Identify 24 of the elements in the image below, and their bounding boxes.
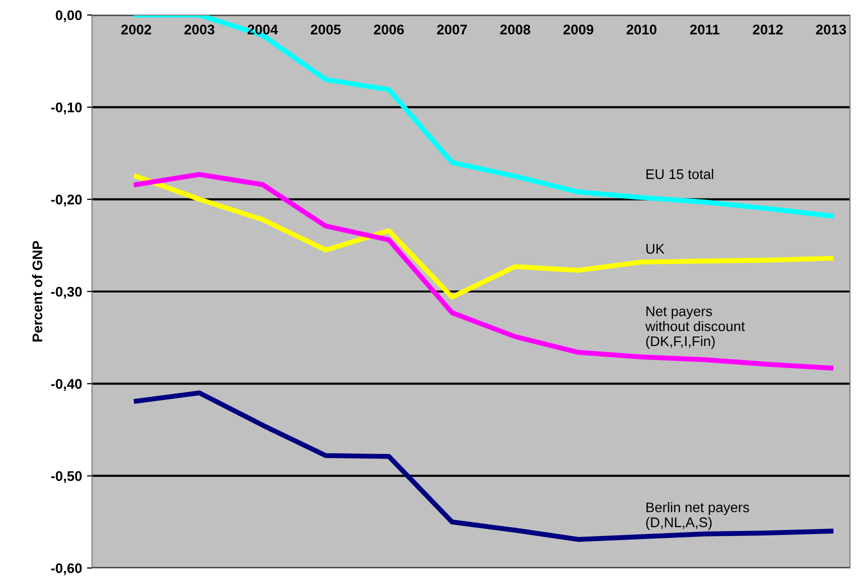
x-tick-label: 2008 — [500, 24, 530, 34]
y-tick-label: -0,40 — [51, 379, 82, 391]
y-tick-label: -0,30 — [51, 286, 82, 299]
x-tick-label: 2013 — [816, 24, 846, 34]
y-axis-title: Percent of GNP — [32, 241, 42, 342]
series-label: UK — [646, 244, 664, 254]
line-series — [134, 390, 834, 542]
y-tick-label: -0,50 — [51, 471, 82, 484]
x-tick-label: 2003 — [184, 24, 214, 34]
series-label: Berlin net payers (D,NL,A,S) — [646, 502, 750, 530]
y-tick-label: -0,10 — [51, 102, 82, 114]
series-label: EU 15 total — [646, 168, 714, 180]
y-tick-label: 0,00 — [56, 10, 82, 22]
y-tick-label: -0,60 — [51, 563, 82, 576]
x-tick-label: 2011 — [690, 24, 720, 34]
x-tick-label: 2006 — [374, 24, 404, 34]
x-tick-label: 2009 — [563, 24, 594, 34]
x-tick-label: 2012 — [752, 24, 783, 34]
x-tick-label: 2010 — [626, 24, 656, 34]
series-label: Net payers without discount (DK,F,I,Fin) — [645, 306, 745, 349]
y-tick-label: -0,20 — [51, 194, 82, 207]
x-tick-label: 2007 — [437, 24, 467, 34]
x-tick-label: 2002 — [121, 24, 152, 34]
x-tick-label: 2005 — [310, 24, 341, 34]
